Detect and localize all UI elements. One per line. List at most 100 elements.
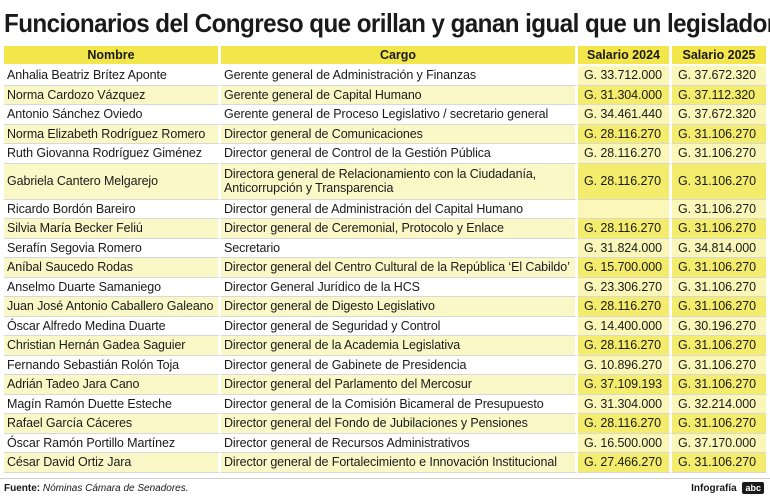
cell-salario-2025: G. 34.814.000 <box>672 238 766 258</box>
cell-cargo: Director general de Fortalecimiento e In… <box>221 453 578 473</box>
table-header-row: Nombre Cargo Salario 2024 Salario 2025 <box>4 46 766 66</box>
table-row: Anselmo Duarte Samaniego Director General… <box>4 277 766 297</box>
cell-cargo: Director general de Digesto Legislativo <box>221 297 578 317</box>
cell-salario-2025: G. 37.672.320 <box>672 105 766 125</box>
table-row: Magín Ramón Duette Esteche Director gener… <box>4 394 766 414</box>
cell-salario-2025: G. 31.106.270 <box>672 355 766 375</box>
table-body: Anhalia Beatriz Brítez Aponte Gerente gen… <box>4 66 766 473</box>
table-row: Serafín Segovia Romero Secretario G. 31.82… <box>4 238 766 258</box>
source-text: Nóminas Cámara de Senadores. <box>42 483 189 494</box>
table-row: Óscar Ramón Portillo Martínez Director ge… <box>4 433 766 453</box>
cell-salario-2024: G. 10.896.270 <box>578 355 672 375</box>
table-row: Christian Hernán Gadea Saguier Director g… <box>4 336 766 356</box>
cell-salario-2024: G. 37.109.193 <box>578 375 672 395</box>
source-label: Fuente: <box>4 483 41 494</box>
source-note: Fuente: Nóminas Cámara de Senadores. <box>4 480 189 498</box>
cell-salario-2024: G. 28.116.270 <box>578 219 672 239</box>
cell-salario-2025: G. 37.672.320 <box>672 66 766 86</box>
cell-nombre: Serafín Segovia Romero <box>4 238 221 258</box>
cell-cargo: Director General Jurídico de la HCS <box>221 277 578 297</box>
cell-nombre: César David Ortiz Jara <box>4 453 221 473</box>
cell-nombre: Aníbal Saucedo Rodas <box>4 258 221 278</box>
cell-cargo: Director general de Control de la Gestió… <box>221 144 578 164</box>
cell-nombre: Gabriela Cantero Melgarejo <box>4 163 221 200</box>
cell-salario-2025: G. 37.112.320 <box>672 85 766 105</box>
cell-salario-2025: G. 31.106.270 <box>672 375 766 395</box>
cell-salario-2025: G. 31.106.270 <box>672 453 766 473</box>
cell-nombre: Fernando Sebastián Rolón Toja <box>4 355 221 375</box>
cell-salario-2024: G. 28.116.270 <box>578 144 672 164</box>
cell-salario-2025: G. 31.106.270 <box>672 336 766 356</box>
table-row: Adrián Tadeo Jara Cano Director general d… <box>4 375 766 395</box>
table-row: Óscar Alfredo Medina Duarte Director gene… <box>4 316 766 336</box>
cell-nombre: Anhalia Beatriz Brítez Aponte <box>4 66 221 86</box>
cell-salario-2025: G. 31.106.270 <box>672 163 766 200</box>
cell-salario-2025: G. 31.106.270 <box>672 258 766 278</box>
cell-nombre: Rafael García Cáceres <box>4 414 221 434</box>
cell-nombre: Silvia María Becker Feliú <box>4 219 221 239</box>
table-row: César David Ortiz Jara Director general d… <box>4 453 766 473</box>
cell-salario-2024: G. 31.304.000 <box>578 394 672 414</box>
table-row: Gabriela Cantero Melgarejo Directora gene… <box>4 163 766 200</box>
table-row: Norma Cardozo Vázquez Gerente general de … <box>4 85 766 105</box>
page-title: Funcionarios del Congreso que orillan y … <box>4 8 770 38</box>
table-row: Anhalia Beatriz Brítez Aponte Gerente gen… <box>4 66 766 86</box>
table-row: Ruth Giovanna Rodríguez Giménez Director … <box>4 144 766 164</box>
cell-cargo: Director general de Recursos Administrat… <box>221 433 578 453</box>
cell-cargo: Director general de Administración del C… <box>221 199 578 219</box>
cell-nombre: Adrián Tadeo Jara Cano <box>4 375 221 395</box>
cell-nombre: Christian Hernán Gadea Saguier <box>4 336 221 356</box>
cell-salario-2024 <box>578 199 672 219</box>
column-header-salario-2025: Salario 2025 <box>672 46 766 66</box>
table-row: Aníbal Saucedo Rodas Director general del… <box>4 258 766 278</box>
cell-nombre: Anselmo Duarte Samaniego <box>4 277 221 297</box>
table-row: Rafael García Cáceres Director general de… <box>4 414 766 434</box>
footer: Fuente: Nóminas Cámara de Senadores. Inf… <box>0 478 770 498</box>
cell-cargo: Gerente general de Capital Humano <box>221 85 578 105</box>
cell-nombre: Ricardo Bordón Bareiro <box>4 199 221 219</box>
cell-salario-2025: G. 31.106.270 <box>672 124 766 144</box>
cell-cargo: Directora general de Relacionamiento con… <box>221 163 578 200</box>
cell-cargo: Gerente general de Administración y Fina… <box>221 66 578 86</box>
cell-cargo: Director general de Ceremonial, Protocol… <box>221 219 578 239</box>
column-header-cargo: Cargo <box>221 46 578 66</box>
table-row: Ricardo Bordón Bareiro Director general d… <box>4 199 766 219</box>
cell-salario-2024: G. 28.116.270 <box>578 336 672 356</box>
cell-salario-2024: G. 33.712.000 <box>578 66 672 86</box>
cell-salario-2024: G. 23.306.270 <box>578 277 672 297</box>
cell-salario-2025: G. 31.106.270 <box>672 277 766 297</box>
cell-cargo: Director general de Gabinete de Presiden… <box>221 355 578 375</box>
cell-salario-2024: G. 31.824.000 <box>578 238 672 258</box>
abc-logo: abc <box>742 482 764 495</box>
cell-salario-2024: G. 28.116.270 <box>578 414 672 434</box>
table-row: Silvia María Becker Feliú Director genera… <box>4 219 766 239</box>
table-row: Norma Elizabeth Rodríguez Romero Director… <box>4 124 766 144</box>
cell-cargo: Secretario <box>221 238 578 258</box>
cell-nombre: Antonio Sánchez Oviedo <box>4 105 221 125</box>
cell-salario-2024: G. 27.466.270 <box>578 453 672 473</box>
salary-table: Nombre Cargo Salario 2024 Salario 2025 A… <box>4 46 766 473</box>
table-row: Fernando Sebastián Rolón Toja Director ge… <box>4 355 766 375</box>
table-row: Juan José Antonio Caballero Galeano Direc… <box>4 297 766 317</box>
cell-nombre: Óscar Ramón Portillo Martínez <box>4 433 221 453</box>
cell-cargo: Gerente general de Proceso Legislativo /… <box>221 105 578 125</box>
cell-salario-2024: G. 34.461.440 <box>578 105 672 125</box>
cell-salario-2024: G. 14.400.000 <box>578 316 672 336</box>
column-header-salario-2024: Salario 2024 <box>578 46 672 66</box>
cell-cargo: Director general del Fondo de Jubilacion… <box>221 414 578 434</box>
cell-salario-2025: G. 32.214.000 <box>672 394 766 414</box>
table-row: Antonio Sánchez Oviedo Gerente general de… <box>4 105 766 125</box>
credit-label: Infografía <box>691 483 737 494</box>
credit: Infografía abc <box>691 480 764 498</box>
cell-salario-2024: G. 15.700.000 <box>578 258 672 278</box>
cell-cargo: Director general del Parlamento del Merc… <box>221 375 578 395</box>
cell-cargo: Director general del Centro Cultural de … <box>221 258 578 278</box>
cell-salario-2025: G. 31.106.270 <box>672 414 766 434</box>
cell-salario-2025: G. 37.170.000 <box>672 433 766 453</box>
cell-salario-2024: G. 31.304.000 <box>578 85 672 105</box>
cell-nombre: Juan José Antonio Caballero Galeano <box>4 297 221 317</box>
cell-cargo: Director general de la Academia Legislat… <box>221 336 578 356</box>
cell-salario-2024: G. 28.116.270 <box>578 163 672 200</box>
cell-salario-2024: G. 16.500.000 <box>578 433 672 453</box>
cell-nombre: Óscar Alfredo Medina Duarte <box>4 316 221 336</box>
